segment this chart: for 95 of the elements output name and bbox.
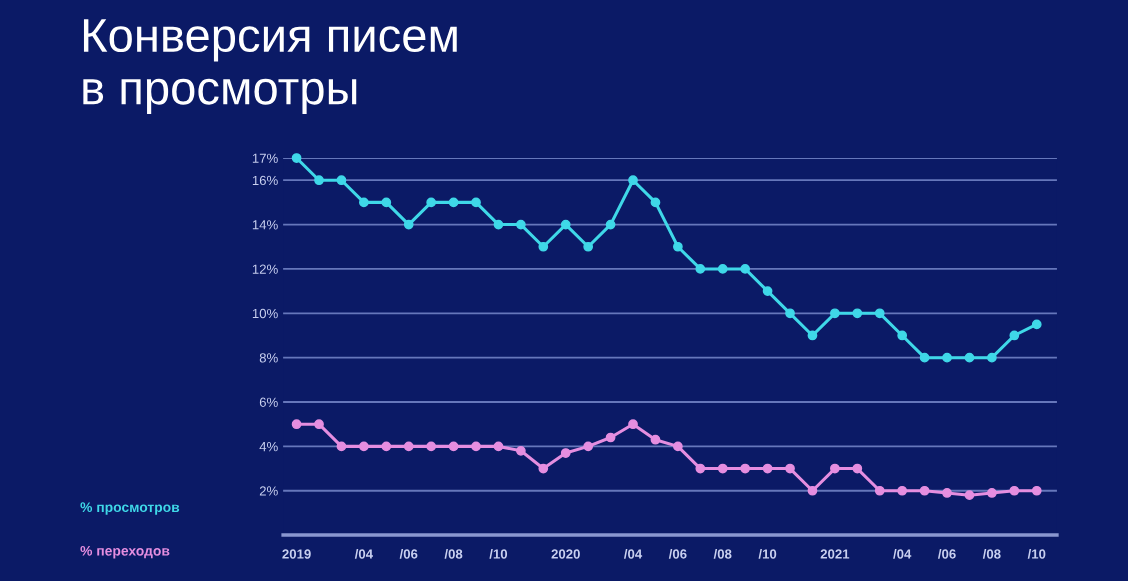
- point: [538, 241, 549, 252]
- point: [874, 485, 885, 496]
- point: [605, 432, 616, 443]
- point: [785, 463, 795, 474]
- point: [628, 419, 638, 430]
- point: [673, 441, 683, 452]
- point: [493, 219, 504, 230]
- point: [583, 241, 594, 252]
- point: [381, 197, 392, 208]
- y-tick-label: 10%: [252, 308, 278, 319]
- point: [381, 441, 392, 452]
- x-tick-label: 2019: [282, 549, 311, 559]
- point: [740, 463, 751, 474]
- point: [560, 219, 571, 230]
- point: [830, 308, 840, 319]
- point: [291, 419, 302, 430]
- x-tick-label: /04: [893, 548, 912, 559]
- point: [762, 463, 773, 474]
- point: [403, 441, 414, 452]
- y-tick-label: 4%: [259, 442, 278, 452]
- point: [471, 441, 481, 452]
- point: [942, 488, 952, 498]
- point: [1031, 485, 1042, 496]
- y-tick-label: 6%: [259, 397, 278, 407]
- y-tick-label: 8%: [259, 353, 278, 363]
- point: [673, 241, 683, 252]
- point: [942, 352, 952, 363]
- x-tick-label: /06: [937, 548, 956, 559]
- point: [516, 445, 526, 456]
- point: [852, 463, 863, 474]
- point: [359, 441, 369, 452]
- x-tick-label: /08: [713, 548, 732, 559]
- point: [426, 197, 437, 208]
- x-tick-label: /08: [982, 548, 1001, 559]
- point: [650, 434, 661, 445]
- point: [874, 308, 885, 319]
- point: [560, 448, 571, 458]
- point: [1009, 330, 1020, 341]
- point: [516, 219, 526, 230]
- point: [919, 485, 930, 496]
- point: [807, 330, 818, 341]
- point: [695, 463, 706, 474]
- point: [987, 488, 997, 498]
- point: [336, 175, 347, 186]
- y-tick-label: 12%: [252, 264, 278, 274]
- point: [359, 197, 369, 208]
- point: [336, 441, 347, 452]
- y-tick-label: 14%: [252, 220, 278, 230]
- point: [807, 485, 818, 496]
- point: [1009, 485, 1020, 496]
- point: [964, 490, 975, 501]
- x-tick-label: /10: [489, 548, 508, 559]
- y-tick-label: 16%: [252, 175, 278, 186]
- point: [291, 153, 302, 163]
- point: [717, 463, 728, 474]
- point: [448, 197, 459, 208]
- x-tick-label: /08: [444, 548, 463, 559]
- point: [583, 441, 594, 452]
- point: [314, 419, 324, 430]
- point: [628, 175, 638, 186]
- x-tick-label: 2020: [551, 549, 580, 559]
- x-tick-label: /10: [1027, 548, 1046, 559]
- point: [897, 330, 908, 341]
- x-tick-label: /04: [354, 548, 373, 559]
- point: [538, 463, 549, 474]
- x-tick-label: /06: [668, 548, 687, 559]
- point: [830, 463, 840, 474]
- point: [403, 219, 414, 230]
- x-tick-label: 2021: [820, 549, 850, 559]
- point: [493, 441, 504, 452]
- point: [695, 264, 706, 274]
- text: % просмотров: [80, 502, 180, 515]
- point: [650, 197, 661, 208]
- point: [471, 197, 481, 208]
- point: [987, 352, 997, 363]
- point: [785, 308, 795, 319]
- point: [448, 441, 459, 452]
- point: [762, 286, 773, 296]
- point: [740, 264, 751, 274]
- text: % переходов: [80, 545, 170, 559]
- y-tick-label: 2%: [259, 486, 278, 496]
- point: [964, 352, 975, 363]
- point: [852, 308, 863, 319]
- point: [1031, 319, 1042, 330]
- point: [314, 175, 324, 186]
- point: [717, 264, 728, 274]
- point: [919, 352, 930, 363]
- point: [426, 441, 437, 452]
- y-tick-label: 17%: [252, 153, 278, 163]
- x-tick-label: /10: [758, 548, 777, 559]
- chart-title: Конверсия писем в просмотры: [83, 19, 457, 115]
- point: [605, 219, 616, 230]
- x-tick-label: /06: [399, 548, 418, 559]
- point: [897, 485, 908, 496]
- x-tick-label: /04: [623, 548, 643, 559]
